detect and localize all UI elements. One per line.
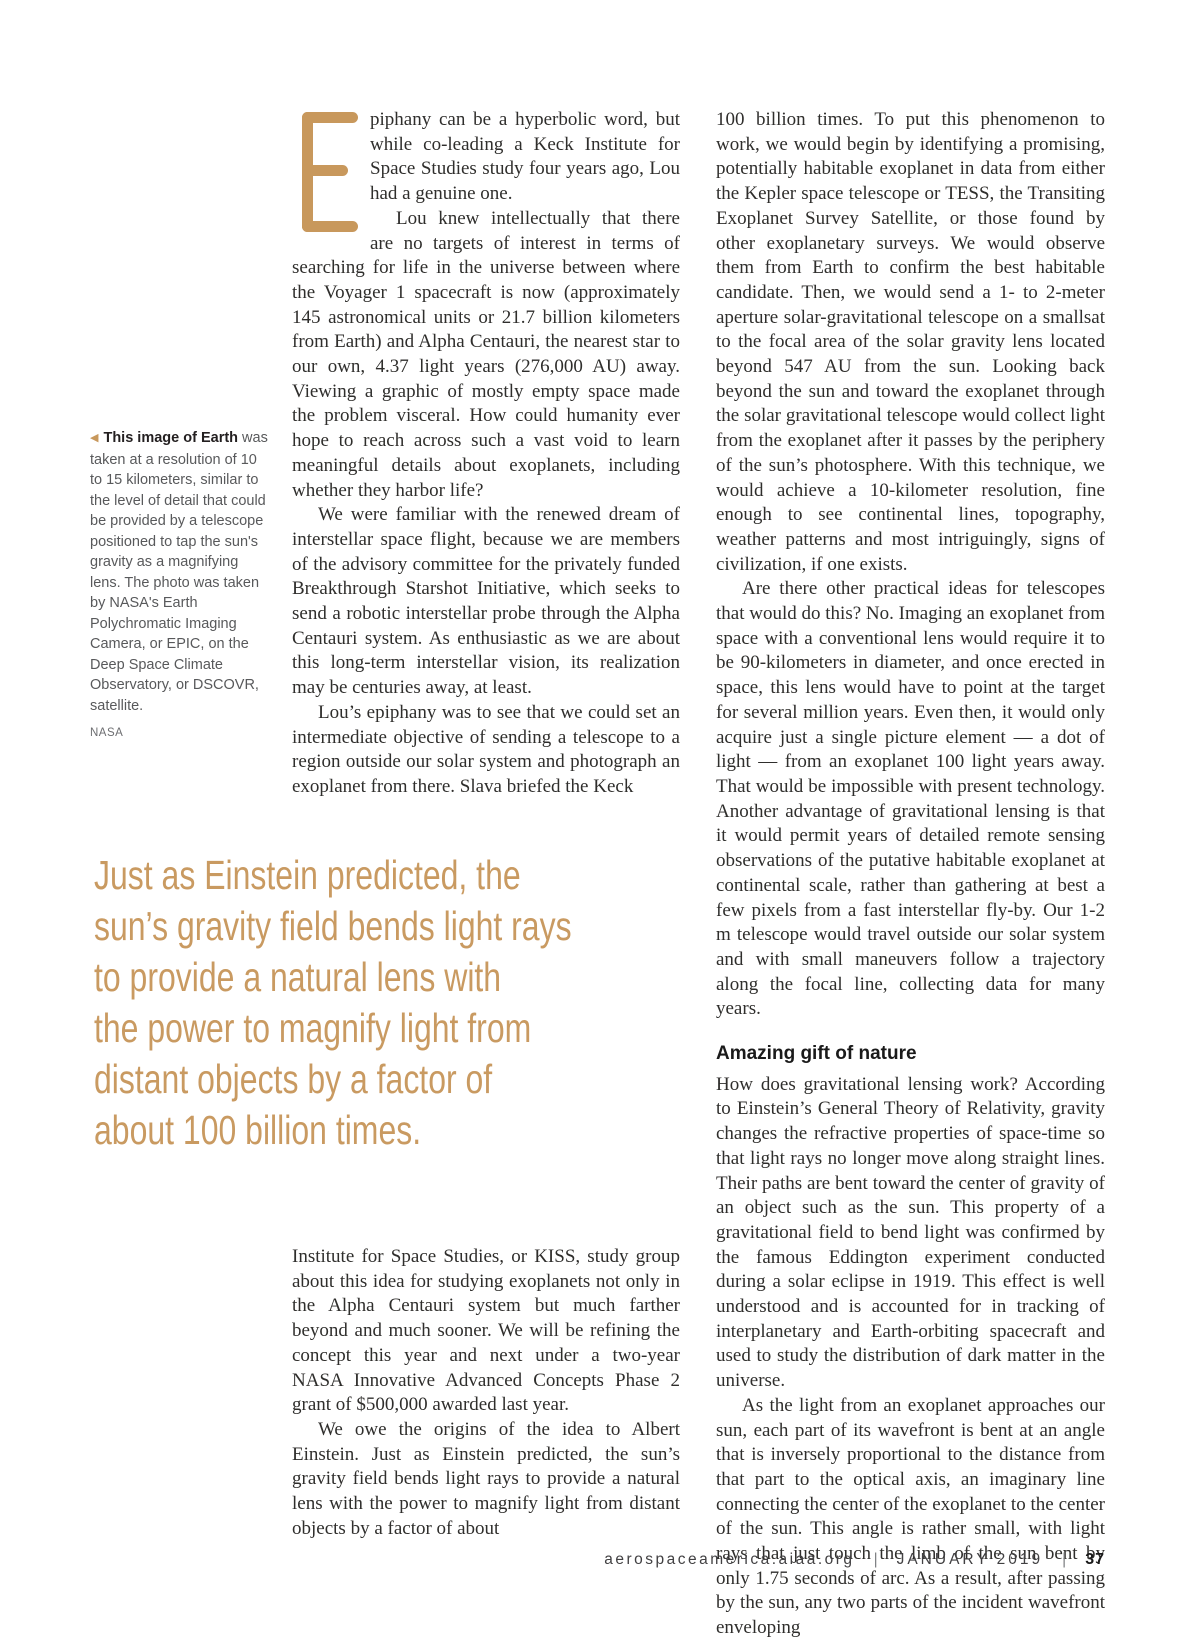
right-column: 100 billion times. To put this phenomeno…	[716, 108, 1105, 1641]
paragraph-1-text: piphany can be a hyperbolic word, but wh…	[370, 109, 680, 205]
paragraph-4: Lou’s epiphany was to see that we could …	[292, 701, 680, 797]
drop-cap-e	[292, 108, 370, 232]
footer-issue-date: JANUARY 2019	[896, 1551, 1044, 1568]
page-footer: aerospaceamerica.aiaa.org | JANUARY 2019 | 3…	[292, 1551, 1105, 1569]
drop-cap-stroke	[302, 112, 358, 123]
paragraph-10: As the light from an exoplanet approache…	[716, 1394, 1105, 1639]
left-column-upper: piphany can be a hyperbolic word, but wh…	[292, 108, 680, 800]
footer-website: aerospaceamerica.aiaa.org	[604, 1551, 855, 1568]
caption-arrow-left-icon: ◀	[90, 432, 99, 444]
photo-credit: NASA	[90, 727, 124, 739]
footer-divider: |	[1062, 1551, 1067, 1568]
paragraph-1: piphany can be a hyperbolic word, but wh…	[292, 108, 680, 232]
paragraph-5: Institute for Space Studies, or KISS, st…	[292, 1246, 680, 1416]
section-heading: Amazing gift of nature	[716, 1043, 917, 1065]
left-column-lower: Institute for Space Studies, or KISS, st…	[292, 1245, 680, 1541]
paragraph-8: Are there other practical ideas for tele…	[716, 578, 1105, 1020]
caption-body: was taken at a resolution of 10 to 15 ki…	[90, 430, 268, 714]
drop-cap-stroke	[302, 221, 358, 232]
paragraph-7: 100 billion times. To put this phenomeno…	[716, 109, 1105, 575]
paragraph-9: How does gravitational lensing work? Acc…	[716, 1073, 1105, 1392]
paragraph-2: Lou knew intellectually that there are n…	[292, 207, 680, 501]
photo-caption: ◀ This image of Earth was taken at a reso…	[90, 428, 270, 744]
drop-cap-stroke	[302, 165, 348, 176]
footer-page-number: 37	[1085, 1551, 1105, 1568]
footer-divider: |	[873, 1551, 878, 1568]
photo-caption-text: ◀ This image of Earth was taken at a reso…	[90, 428, 270, 716]
pull-quote: Just as Einstein predicted, the sun’s gr…	[94, 852, 572, 1153]
paragraph-3: We were familiar with the renewed dream …	[292, 504, 680, 699]
paragraph-6: We owe the origins of the idea to Albert…	[292, 1418, 680, 1539]
caption-lead-bold: This image of Earth	[103, 430, 239, 446]
